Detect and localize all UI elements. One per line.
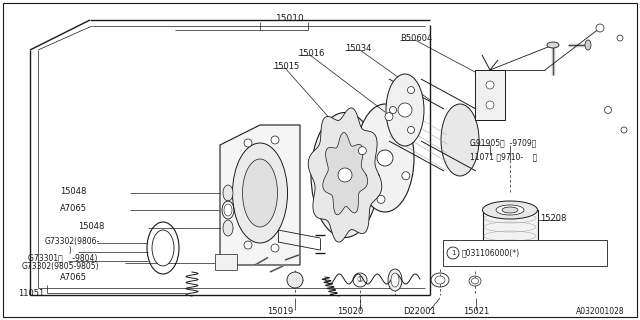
Ellipse shape bbox=[356, 104, 414, 212]
Text: A7065: A7065 bbox=[60, 204, 87, 212]
Circle shape bbox=[398, 103, 412, 117]
Circle shape bbox=[596, 24, 604, 32]
Bar bbox=[475, 70, 505, 120]
Text: 15048: 15048 bbox=[78, 221, 104, 230]
Circle shape bbox=[447, 247, 459, 259]
Ellipse shape bbox=[223, 185, 233, 201]
Text: 11071 〈9710-    〉: 11071 〈9710- 〉 bbox=[470, 153, 537, 162]
Text: B50604: B50604 bbox=[400, 34, 432, 43]
Ellipse shape bbox=[483, 201, 538, 219]
Text: G73301〈    -9804): G73301〈 -9804) bbox=[28, 253, 97, 262]
FancyBboxPatch shape bbox=[443, 240, 607, 266]
Ellipse shape bbox=[585, 40, 591, 50]
Text: 15034: 15034 bbox=[345, 44, 371, 52]
Circle shape bbox=[358, 147, 366, 155]
Circle shape bbox=[271, 244, 279, 252]
Text: 15016: 15016 bbox=[298, 49, 324, 58]
Polygon shape bbox=[308, 108, 382, 242]
Ellipse shape bbox=[472, 278, 479, 284]
Circle shape bbox=[353, 273, 367, 287]
Circle shape bbox=[338, 168, 352, 182]
Text: 15015: 15015 bbox=[273, 61, 300, 70]
Polygon shape bbox=[323, 132, 368, 215]
Ellipse shape bbox=[391, 273, 399, 287]
Bar bbox=[215, 254, 237, 270]
Ellipse shape bbox=[224, 204, 232, 216]
Text: G73302(9805-9805): G73302(9805-9805) bbox=[22, 262, 100, 271]
Circle shape bbox=[390, 107, 397, 114]
Text: D22001: D22001 bbox=[404, 308, 436, 316]
Circle shape bbox=[621, 127, 627, 133]
Circle shape bbox=[408, 87, 415, 93]
Text: G91905〈  -9709〉: G91905〈 -9709〉 bbox=[470, 139, 536, 148]
Circle shape bbox=[605, 107, 611, 114]
Circle shape bbox=[244, 139, 252, 147]
Text: 11051: 11051 bbox=[18, 289, 44, 298]
Text: 15020: 15020 bbox=[337, 308, 363, 316]
Text: ): ) bbox=[45, 245, 72, 254]
Circle shape bbox=[617, 35, 623, 41]
Ellipse shape bbox=[388, 269, 402, 291]
Ellipse shape bbox=[547, 42, 559, 48]
Ellipse shape bbox=[232, 143, 287, 243]
Ellipse shape bbox=[496, 205, 524, 215]
Bar bbox=[483, 210, 538, 255]
Text: ①: ① bbox=[356, 276, 364, 284]
Ellipse shape bbox=[311, 113, 379, 237]
Text: A032001028: A032001028 bbox=[577, 308, 625, 316]
Circle shape bbox=[486, 101, 494, 109]
Circle shape bbox=[385, 113, 393, 121]
Ellipse shape bbox=[223, 220, 233, 236]
Text: 15019: 15019 bbox=[267, 308, 293, 316]
Text: 15021: 15021 bbox=[463, 308, 489, 316]
Circle shape bbox=[402, 172, 410, 180]
Ellipse shape bbox=[502, 207, 518, 213]
Circle shape bbox=[377, 150, 393, 166]
Ellipse shape bbox=[152, 230, 174, 266]
Circle shape bbox=[377, 196, 385, 204]
Ellipse shape bbox=[483, 246, 538, 264]
Text: ⓜ031106000(*): ⓜ031106000(*) bbox=[462, 249, 520, 258]
Ellipse shape bbox=[386, 74, 424, 146]
Polygon shape bbox=[220, 125, 300, 265]
Circle shape bbox=[244, 241, 252, 249]
Circle shape bbox=[408, 126, 415, 133]
Ellipse shape bbox=[243, 159, 278, 227]
Ellipse shape bbox=[441, 104, 479, 176]
Circle shape bbox=[486, 81, 494, 89]
Ellipse shape bbox=[435, 276, 445, 284]
Circle shape bbox=[287, 272, 303, 288]
Text: A7065: A7065 bbox=[60, 273, 87, 282]
Circle shape bbox=[271, 136, 279, 144]
Text: 1: 1 bbox=[451, 250, 455, 256]
Text: 15010: 15010 bbox=[276, 13, 305, 22]
Text: 15048: 15048 bbox=[60, 187, 86, 196]
Text: G73302(9806-: G73302(9806- bbox=[45, 236, 100, 245]
Text: 15208: 15208 bbox=[540, 213, 566, 222]
